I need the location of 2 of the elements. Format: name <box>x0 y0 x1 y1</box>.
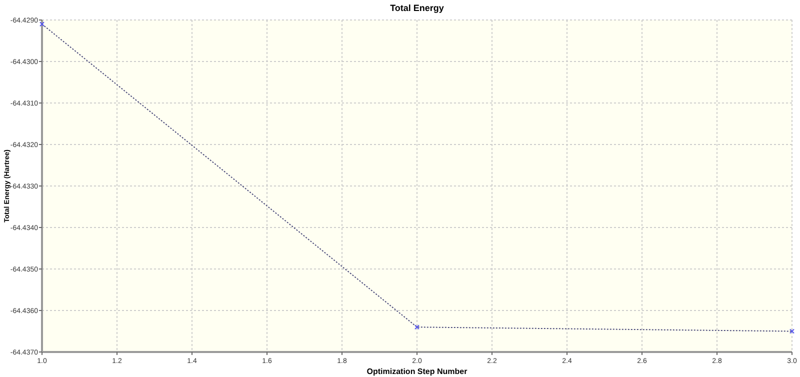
x-axis-title: Optimization Step Number <box>366 367 468 376</box>
chart-title: Total Energy <box>390 3 444 13</box>
